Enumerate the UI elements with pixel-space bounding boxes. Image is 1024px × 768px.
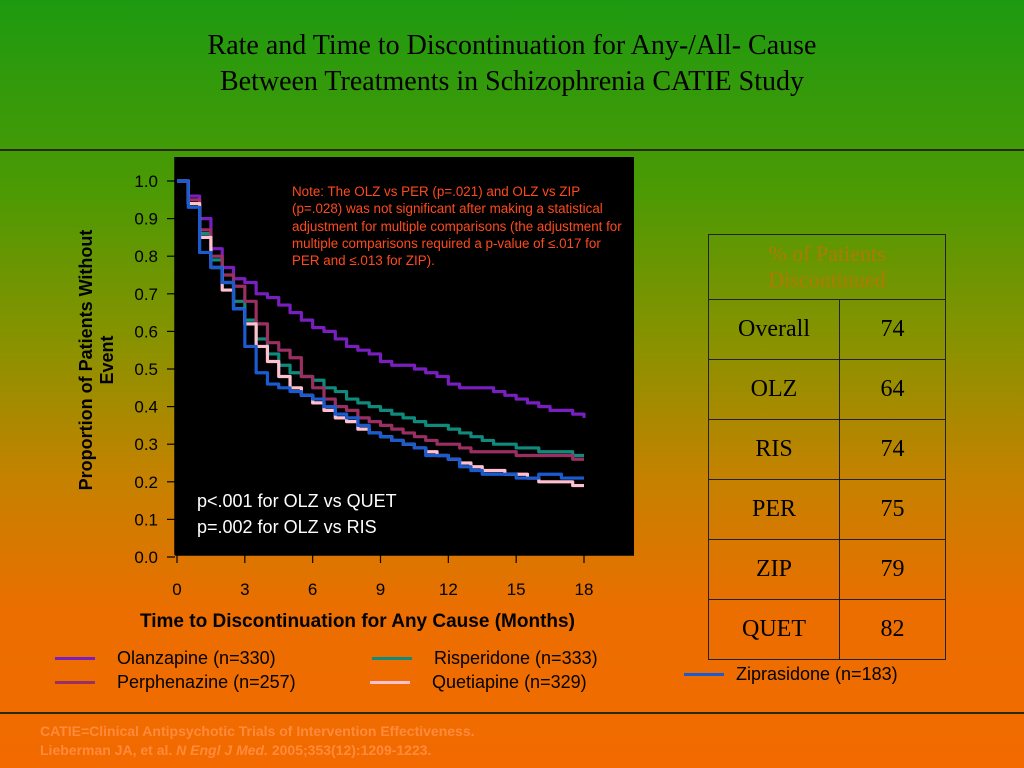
- y-tick-label: 0.6: [134, 322, 158, 341]
- y-tick-label: 0.2: [134, 473, 158, 492]
- row-value: 75: [839, 479, 946, 540]
- table-row: OLZ 64: [708, 359, 946, 420]
- y-tick-label: 0.5: [134, 360, 158, 379]
- row-value: 74: [839, 419, 946, 480]
- survival-chart: 0.0 0.1 0.2 0.3 0.4 0.5 0.6 0.7 0.8 0.9 1.0 0 3 6 9 12 1…: [134, 157, 634, 599]
- row-value: 64: [839, 359, 946, 420]
- series-line-perphenazine: [177, 179, 584, 461]
- legend-swatch-ziprasidone: [684, 673, 724, 676]
- legend-swatch-risperidone: [372, 657, 412, 660]
- row-label: OLZ: [708, 359, 840, 420]
- x-tick-label: 3: [240, 580, 249, 599]
- x-tick-label: 6: [308, 580, 317, 599]
- legend-label-olanzapine: Olanzapine (n=330): [117, 648, 276, 668]
- table-row: RIS 74: [708, 419, 946, 480]
- top-divider: [0, 149, 1024, 151]
- legend-swatch-perphenazine: [55, 681, 95, 684]
- row-label: Overall: [708, 299, 840, 360]
- title-line-1: Rate and Time to Discontinuation for Any…: [207, 30, 817, 61]
- x-tick-label: 18: [575, 580, 594, 599]
- p-value-line-1: p<.001 for OLZ vs QUET: [197, 491, 397, 511]
- series-line-ziprasidone: [177, 179, 584, 480]
- bottom-divider: [0, 712, 1024, 714]
- statistical-note: Note: The OLZ vs PER (p=.021) and OLZ vs…: [292, 184, 622, 269]
- series-line-olanzapine: [177, 179, 586, 418]
- table-row: PER 75: [708, 479, 946, 540]
- y-tick-label: 0.8: [134, 247, 158, 266]
- citation-details: 2005;353(12):1209-1223.: [267, 742, 432, 758]
- legend-swatch-olanzapine: [55, 657, 95, 660]
- p-value-annotation: p<.001 for OLZ vs QUET p=.002 for OLZ vs…: [197, 488, 397, 540]
- y-tick-label: 0.9: [134, 210, 158, 229]
- chart-series: [177, 179, 586, 488]
- table-row: ZIP 79: [708, 539, 946, 600]
- row-value: 74: [839, 299, 946, 360]
- y-tick-label: 0.1: [134, 510, 158, 529]
- citation-line-1: CATIE=Clinical Antipsychotic Trials of I…: [40, 723, 475, 739]
- chart-axes: 0.0 0.1 0.2 0.3 0.4 0.5 0.6 0.7 0.8 0.9 1.0 0 3 6 9 12 1…: [134, 157, 634, 599]
- row-value: 82: [839, 599, 946, 660]
- row-value: 79: [839, 539, 946, 600]
- citation: CATIE=Clinical Antipsychotic Trials of I…: [40, 722, 475, 760]
- y-tick-label: 0.7: [134, 285, 158, 304]
- legend-label-ziprasidone: Ziprasidone (n=183): [736, 664, 898, 684]
- table-row: Overall 74: [708, 299, 946, 360]
- table-header: % of Patients Discontinued: [708, 234, 946, 300]
- x-tick-label: 9: [376, 580, 385, 599]
- legend-label-quetiapine: Quetiapine (n=329): [432, 672, 587, 692]
- title-line-2: Between Treatments in Schizophrenia CATI…: [219, 66, 805, 97]
- y-tick-label: 0.0: [134, 548, 158, 567]
- row-label: RIS: [708, 419, 840, 480]
- row-label: ZIP: [708, 539, 840, 600]
- citation-authors: Lieberman JA, et al.: [40, 742, 177, 758]
- table-row: QUET 82: [708, 599, 946, 660]
- x-tick-label: 0: [172, 580, 181, 599]
- citation-line-2: Lieberman JA, et al. N Engl J Med. 2005;…: [40, 741, 475, 760]
- y-tick-label: 1.0: [134, 172, 158, 191]
- x-tick-label: 12: [439, 580, 458, 599]
- legend-swatch-quetiapine: [370, 681, 410, 684]
- x-axis-label: Time to Discontinuation for Any Cause (M…: [140, 611, 575, 632]
- x-tick-label: 15: [507, 580, 526, 599]
- y-tick-label: 0.4: [134, 398, 158, 417]
- legend-label-perphenazine: Perphenazine (n=257): [117, 672, 296, 692]
- citation-journal: N Engl J Med.: [176, 742, 268, 758]
- legend-label-risperidone: Risperidone (n=333): [434, 648, 598, 668]
- y-tick-label: 0.3: [134, 435, 158, 454]
- row-label: PER: [708, 479, 840, 540]
- y-axis-label: Proportion of Patients Without Event: [76, 229, 117, 491]
- discontinued-table: % of Patients Discontinued Overall 74 OLZ…: [708, 234, 946, 660]
- plot-background: [175, 157, 634, 555]
- row-label: QUET: [708, 599, 840, 660]
- p-value-line-2: p=.002 for OLZ vs RIS: [197, 517, 377, 537]
- slide-title: Rate and Time to Discontinuation for Any…: [0, 28, 1024, 100]
